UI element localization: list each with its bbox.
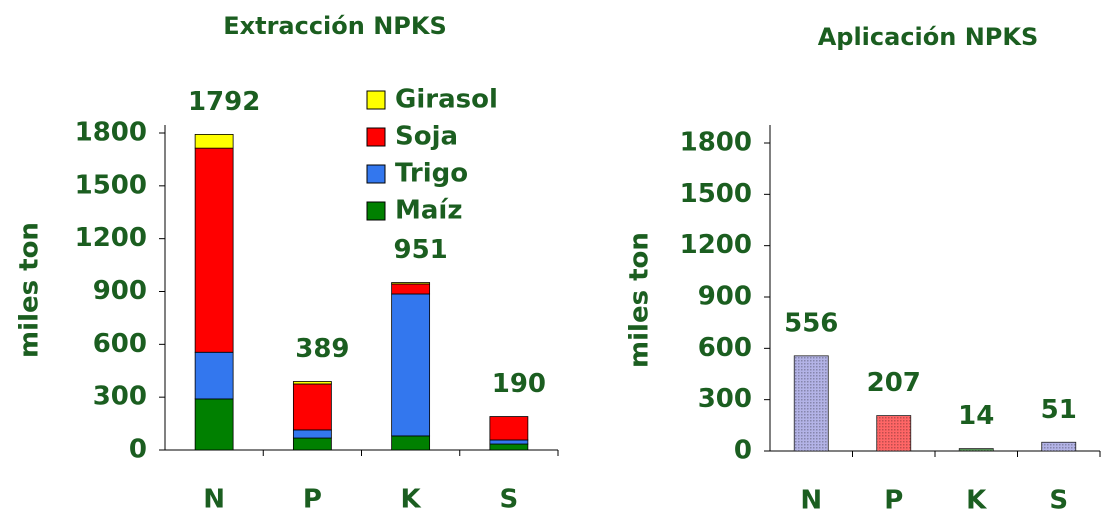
- x-tick-label: S: [1049, 486, 1068, 516]
- total-label: 190: [492, 369, 546, 399]
- legend-label: Trigo: [395, 159, 468, 189]
- bar-segment: [292, 381, 332, 385]
- bar-texture: [959, 448, 994, 451]
- bar-segment: [391, 435, 431, 451]
- value-label: 556: [784, 308, 838, 338]
- chart-title: Extracción NPKS: [223, 12, 447, 40]
- y-tick-label: 900: [93, 276, 147, 306]
- x-tick-label: K: [401, 485, 422, 515]
- bar-segment: [194, 147, 234, 353]
- total-label: 1792: [188, 87, 260, 117]
- bar-segment: [194, 398, 234, 451]
- legend-swatch: [366, 201, 386, 221]
- value-label: 14: [958, 401, 994, 431]
- legend-label: Soja: [395, 122, 458, 152]
- bar-texture: [794, 355, 829, 451]
- bar-segment: [194, 351, 234, 400]
- value-label: 51: [1041, 395, 1077, 425]
- y-tick-label: 1800: [680, 128, 752, 158]
- legend-swatch: [366, 127, 386, 147]
- legend-label: Maíz: [395, 196, 462, 226]
- y-tick-label: 1800: [75, 118, 147, 148]
- bar-segment: [489, 439, 529, 445]
- bar-texture: [1041, 442, 1076, 451]
- y-tick-label: 1200: [75, 223, 147, 253]
- y-tick-label: 0: [129, 435, 147, 465]
- total-label: 389: [295, 334, 349, 364]
- value-label: 207: [867, 368, 921, 398]
- y-tick-label: 300: [93, 382, 147, 412]
- bar-segment: [489, 443, 529, 451]
- x-tick-label: N: [203, 485, 225, 515]
- x-tick-label: P: [884, 486, 903, 516]
- y-tick-label: 0: [734, 436, 752, 466]
- x-tick-label: P: [303, 485, 322, 515]
- y-tick-label: 1200: [680, 230, 752, 260]
- bar-texture: [876, 415, 911, 451]
- legend-swatch: [366, 164, 386, 184]
- total-label: 951: [393, 235, 447, 265]
- y-axis-label: miles ton: [625, 232, 655, 368]
- y-axis-label: miles ton: [15, 222, 45, 358]
- legend-label: Girasol: [395, 85, 498, 115]
- y-tick-label: 1500: [680, 179, 752, 209]
- x-tick-label: S: [500, 485, 519, 515]
- y-tick-label: 600: [698, 333, 752, 363]
- bar-segment: [391, 283, 431, 295]
- y-tick-label: 300: [698, 384, 752, 414]
- bar-segment: [292, 429, 332, 439]
- bar-segment: [391, 293, 431, 437]
- bar-segment: [489, 416, 529, 441]
- legend-swatch: [366, 90, 386, 110]
- bar-segment: [292, 437, 332, 451]
- bar-segment: [194, 134, 234, 149]
- y-tick-label: 900: [698, 282, 752, 312]
- chart-title: Aplicación NPKS: [818, 23, 1039, 51]
- y-tick-label: 1500: [75, 170, 147, 200]
- bar-segment: [292, 383, 332, 431]
- x-tick-label: N: [800, 486, 822, 516]
- bar-segment: [391, 282, 431, 285]
- x-tick-label: K: [966, 486, 987, 516]
- y-tick-label: 600: [93, 329, 147, 359]
